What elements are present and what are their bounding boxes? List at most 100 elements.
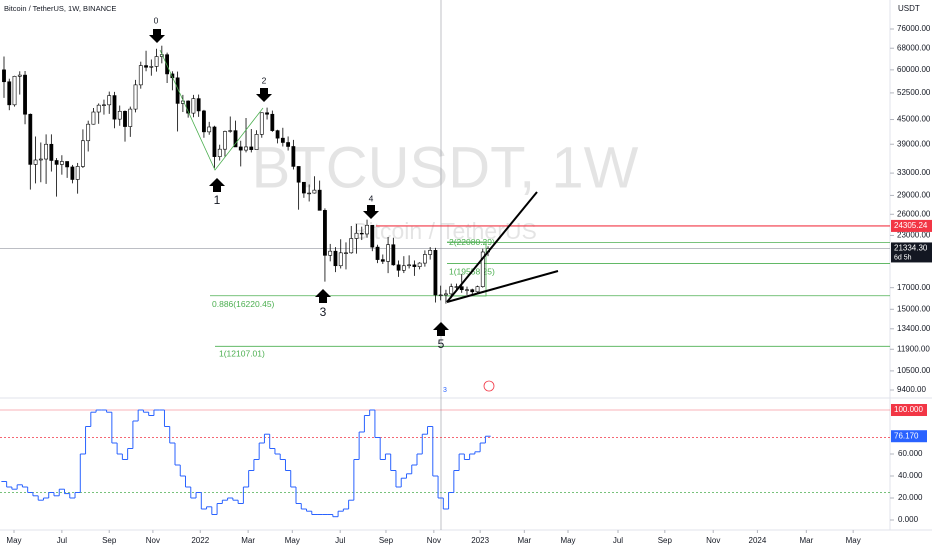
candle-body	[465, 289, 469, 291]
level-label: 1(12107.01)	[219, 349, 265, 359]
candle-body	[291, 146, 296, 167]
osc-tag-label: 100.000	[894, 405, 923, 414]
arrow-up	[209, 178, 225, 192]
candle-body	[112, 95, 117, 120]
candle-body	[107, 95, 112, 106]
wave-label: 5	[438, 337, 445, 351]
candle-body	[449, 286, 454, 295]
candle-body	[49, 143, 54, 161]
candle-body	[380, 259, 385, 262]
candle-body	[470, 289, 475, 293]
candle-body	[175, 77, 180, 104]
x-tick-label: May	[6, 536, 21, 545]
price-tag-label: 24305.24	[894, 221, 928, 230]
candle-body	[386, 244, 390, 262]
y-tick-label: 13400.00	[897, 324, 931, 333]
arrow-up	[433, 322, 449, 336]
candle-body	[96, 104, 101, 113]
candle-body	[312, 189, 317, 194]
osc-tick-label: 60.000	[898, 449, 923, 458]
osc-tick-label: 40.000	[898, 471, 923, 480]
candle-body	[407, 264, 412, 267]
wave-arrows	[149, 29, 449, 336]
x-tick-label: 2022	[191, 536, 209, 545]
y-tick-label: 33000.00	[897, 168, 931, 177]
candle-body	[180, 100, 185, 104]
y-tick-label: 68000.00	[897, 43, 931, 52]
candle-body	[70, 166, 75, 180]
wave-label: 2	[262, 75, 267, 85]
candle-body	[196, 98, 201, 112]
currency: USDT	[898, 4, 920, 13]
candle-body	[86, 123, 91, 142]
candle-body	[128, 108, 133, 127]
candle-body	[223, 131, 227, 150]
osc-tag	[891, 404, 927, 417]
y-tick-label: 11900.00	[897, 344, 930, 353]
candle-body	[301, 181, 306, 194]
candle-body	[354, 232, 359, 239]
candle-body	[349, 238, 354, 254]
candle-body	[323, 210, 327, 256]
candle-body	[254, 134, 259, 150]
candle-body	[396, 264, 401, 271]
wave-label: 0	[154, 15, 159, 25]
candle-body	[202, 110, 206, 133]
candle-body	[228, 130, 233, 132]
y-tick-label: 39000.00	[897, 139, 931, 148]
x-tick-label: Mar	[241, 536, 255, 545]
x-tick-label: May	[846, 536, 861, 545]
candle-body	[238, 146, 243, 151]
candle-body	[191, 98, 196, 114]
candle-body	[59, 161, 64, 165]
candle-body	[12, 75, 17, 106]
x-tick-label: Sep	[379, 536, 394, 545]
candle-body	[117, 110, 122, 120]
level-label: 0.886(16220.45)	[212, 299, 275, 309]
candle-body	[7, 81, 12, 106]
wave-label: 3	[320, 305, 327, 319]
candle-body	[123, 110, 127, 127]
idea-count[interactable]: 3	[443, 387, 447, 394]
price-tag	[891, 219, 932, 232]
candle-body	[454, 286, 459, 288]
trend-lines	[446, 191, 559, 303]
candle-body	[102, 104, 106, 106]
trend-line	[446, 270, 559, 303]
candle-body	[423, 254, 427, 264]
arrow-up	[315, 289, 331, 303]
candle-body	[138, 65, 143, 86]
candle-body	[244, 146, 248, 151]
x-tick-label: May	[560, 536, 575, 545]
candle-body	[296, 166, 301, 183]
y-tick-label: 15000.00	[897, 304, 931, 313]
x-tick-label: 2024	[749, 536, 767, 545]
candle-body	[412, 264, 417, 267]
event-icon[interactable]	[483, 380, 495, 392]
candle-body	[428, 250, 433, 255]
candle-body	[275, 130, 280, 139]
x-tick-label: May	[285, 536, 300, 545]
candle-body	[375, 246, 380, 260]
candle-body	[344, 252, 348, 254]
y-tick-label: 52500.00	[897, 88, 931, 97]
osc-tick-label: 0.000	[898, 515, 919, 524]
candle-body	[249, 146, 254, 150]
candle-body	[433, 250, 438, 296]
x-tick-label: Mar	[799, 536, 813, 545]
y-tick-label: 29000.00	[897, 191, 931, 200]
candle-body	[212, 126, 217, 157]
candle-body	[81, 140, 85, 167]
y-tick-label: 60000.00	[897, 65, 931, 74]
candle-body	[475, 286, 480, 293]
y-tick-label: 23000.00	[897, 231, 931, 240]
header: Bitcoin / TetherUS, 1W, BINANCE	[4, 4, 116, 13]
candle-body	[417, 262, 422, 267]
candle-body	[28, 113, 33, 165]
candle-body	[338, 252, 343, 267]
osc-last-label: 76.170	[894, 431, 919, 440]
trend-line	[446, 191, 538, 303]
wave-label: 4	[369, 193, 374, 203]
